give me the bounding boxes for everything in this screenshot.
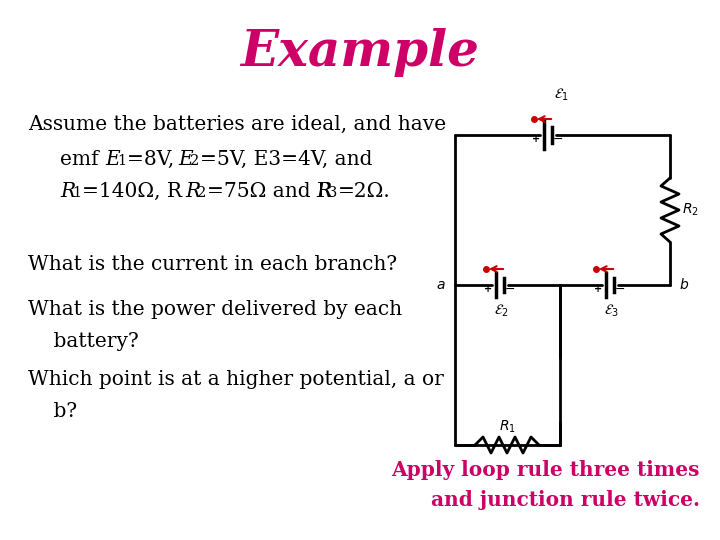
Text: R: R — [185, 182, 200, 201]
Text: 3: 3 — [328, 186, 338, 200]
Text: b?: b? — [28, 402, 77, 421]
Text: 1: 1 — [117, 154, 126, 168]
Text: $\mathcal{E}_1$: $\mathcal{E}_1$ — [554, 86, 570, 103]
Text: E: E — [105, 150, 120, 169]
Text: −: − — [553, 132, 563, 145]
Text: R: R — [316, 182, 331, 201]
Text: $\mathcal{E}_2$: $\mathcal{E}_2$ — [495, 303, 510, 319]
Text: +: + — [594, 284, 602, 294]
Text: Apply loop rule three times: Apply loop rule three times — [392, 460, 700, 480]
Text: 2: 2 — [190, 154, 199, 168]
Text: +: + — [532, 134, 540, 144]
Text: $\mathcal{E}_3$: $\mathcal{E}_3$ — [604, 303, 620, 319]
Text: Which point is at a higher potential, a or: Which point is at a higher potential, a … — [28, 370, 444, 389]
Text: What is the current in each branch?: What is the current in each branch? — [28, 255, 397, 274]
Text: E: E — [178, 150, 193, 169]
Text: $R_1$: $R_1$ — [498, 418, 516, 435]
Text: emf: emf — [60, 150, 105, 169]
Text: Assume the batteries are ideal, and have: Assume the batteries are ideal, and have — [28, 115, 446, 134]
Text: What is the power delivered by each: What is the power delivered by each — [28, 300, 402, 319]
Text: −: − — [615, 282, 625, 295]
Text: battery?: battery? — [28, 332, 139, 351]
Text: −: − — [505, 282, 516, 295]
Text: =8V,: =8V, — [127, 150, 181, 169]
Text: b: b — [680, 278, 689, 292]
Text: =75Ω and R: =75Ω and R — [207, 182, 332, 201]
Text: +: + — [484, 284, 492, 294]
Text: R: R — [60, 182, 75, 201]
Text: a: a — [436, 278, 445, 292]
Text: =5V, E3=4V, and: =5V, E3=4V, and — [200, 150, 372, 169]
Text: $R_2$: $R_2$ — [682, 202, 699, 218]
Text: =140Ω, R: =140Ω, R — [82, 182, 182, 201]
Text: and junction rule twice.: and junction rule twice. — [431, 490, 700, 510]
Text: =2Ω.: =2Ω. — [338, 182, 391, 201]
Text: 1: 1 — [72, 186, 81, 200]
Text: Example: Example — [240, 28, 480, 77]
Text: 2: 2 — [197, 186, 206, 200]
